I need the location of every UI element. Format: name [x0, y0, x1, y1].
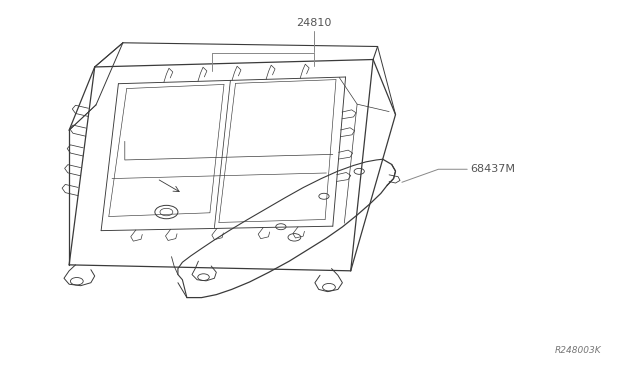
- Text: 68437M: 68437M: [470, 164, 515, 174]
- Text: 24810: 24810: [296, 18, 332, 28]
- Text: R248003K: R248003K: [555, 346, 602, 355]
